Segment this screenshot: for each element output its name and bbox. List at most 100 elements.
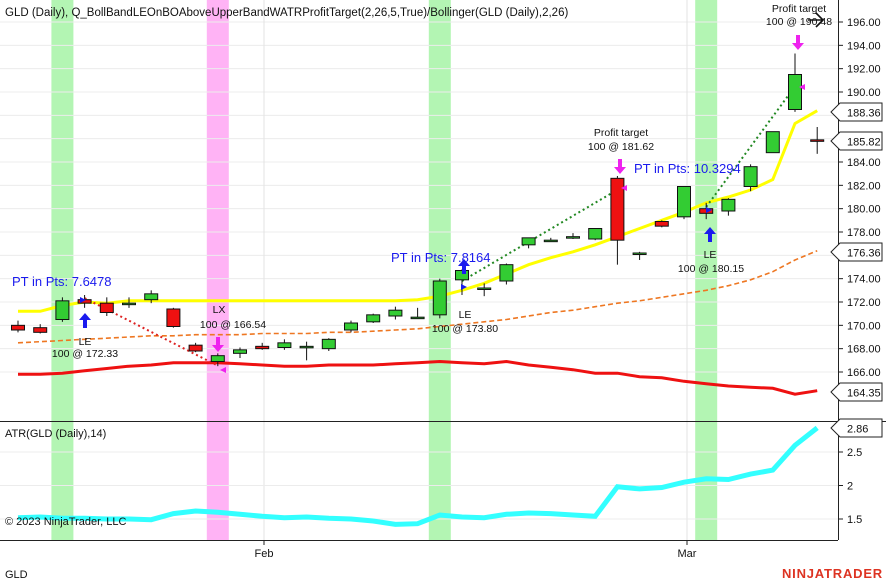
highlight-bar-0 xyxy=(51,0,74,540)
svg-text:2.86: 2.86 xyxy=(847,424,868,436)
price-tick-label: 174.00 xyxy=(847,274,881,286)
candle-body xyxy=(99,302,114,313)
candle-25 xyxy=(566,233,580,239)
price-tick-label: 194.00 xyxy=(847,40,881,52)
price-tick-label: 196.00 xyxy=(847,17,881,29)
candlestick-series[interactable] xyxy=(11,53,825,367)
le2-fill: 100 @ 173.80 xyxy=(432,323,498,335)
pt1-down-arrow-icon xyxy=(614,159,626,174)
price-tick-label: 184.00 xyxy=(847,157,881,169)
highlight-layer xyxy=(51,0,718,540)
candle-5 xyxy=(122,297,136,308)
badge-atr: 2.86 xyxy=(830,418,883,438)
candle-body xyxy=(610,177,625,241)
candle-15 xyxy=(344,320,358,333)
candle-14 xyxy=(321,338,336,351)
candle-body xyxy=(788,74,802,110)
pt2-label: Profit target xyxy=(772,3,826,15)
candle-body xyxy=(388,309,403,317)
candle-16 xyxy=(366,313,381,323)
candle-body xyxy=(588,228,603,240)
candle-12 xyxy=(277,339,292,350)
candle-body xyxy=(521,237,536,246)
candle-33 xyxy=(743,164,758,192)
candle-26 xyxy=(588,228,603,241)
atr-line xyxy=(17,425,819,527)
candle-body xyxy=(233,349,247,354)
candle-body xyxy=(122,302,136,306)
price-tick-label: 166.00 xyxy=(847,367,881,379)
candle-body xyxy=(810,139,825,142)
chart-title: GLD (Daily), Q_BollBandLEOnBOAboveUpperB… xyxy=(5,7,568,19)
candle-29 xyxy=(654,220,669,228)
pt-label-1: PT in Pts: 7.6478 xyxy=(12,274,112,289)
pt2-fill: 100 @ 190.48 xyxy=(766,16,832,28)
entry-tick-2-icon xyxy=(461,284,467,290)
atr-axis[interactable]: 2.5 2 1.5 xyxy=(838,447,862,526)
time-label-mar: Mar xyxy=(678,548,697,560)
svg-text:176.36: 176.36 xyxy=(847,248,881,260)
candle-8 xyxy=(188,342,203,353)
le3-label: LE xyxy=(704,249,717,261)
price-axis[interactable]: 196.00194.00192.00190.00188.00186.00184.… xyxy=(838,17,881,379)
candle-10 xyxy=(233,347,247,358)
candle-34 xyxy=(765,131,780,154)
candle-body xyxy=(654,221,669,227)
candle-30 xyxy=(677,186,691,220)
le2-label: LE xyxy=(459,309,472,321)
candle-body xyxy=(166,308,181,327)
candle-body xyxy=(543,239,558,243)
candle-body xyxy=(321,338,336,350)
candle-body xyxy=(210,355,225,362)
atr-tick-label: 2.5 xyxy=(847,447,862,459)
svg-text:188.36: 188.36 xyxy=(847,108,881,120)
pt1-label: Profit target xyxy=(594,127,648,139)
pt1-fill: 100 @ 181.62 xyxy=(588,141,654,153)
lower-bollinger-band xyxy=(18,359,818,396)
candle-2 xyxy=(55,297,70,322)
price-tick-label: 190.00 xyxy=(847,87,881,99)
candle-4 xyxy=(99,297,114,316)
candle-body xyxy=(765,131,780,154)
lx1-label: LX xyxy=(213,304,226,316)
price-tick-label: 168.00 xyxy=(847,344,881,356)
exit-tick-2-icon xyxy=(621,185,627,191)
badge-lower: 164.35 xyxy=(830,382,883,402)
candle-body xyxy=(432,280,447,316)
exit-tick-1-icon xyxy=(220,367,226,373)
atr-tick-label: 2 xyxy=(847,481,853,493)
candle-35 xyxy=(788,53,802,112)
highlight-bar-3 xyxy=(695,0,718,540)
candle-17 xyxy=(388,306,403,320)
candle-body xyxy=(33,327,48,333)
candle-body xyxy=(477,287,492,290)
candle-body xyxy=(344,322,358,331)
candle-21 xyxy=(477,283,492,297)
highlight-bar-1 xyxy=(206,0,229,540)
candle-body xyxy=(410,316,425,320)
highlight-bar-2 xyxy=(428,0,451,540)
candle-11 xyxy=(255,342,270,350)
candle-body xyxy=(721,198,736,212)
candle-body xyxy=(255,345,270,350)
candle-body xyxy=(743,166,758,188)
candle-32 xyxy=(721,198,736,216)
candle-28 xyxy=(632,251,647,260)
price-tick-label: 172.00 xyxy=(847,297,881,309)
candle-body xyxy=(366,314,381,323)
le1-label: LE xyxy=(79,336,92,348)
scroll-end-arrow-icon[interactable] xyxy=(808,12,825,28)
candle-body xyxy=(299,345,314,349)
lx1-down-arrow-icon xyxy=(212,337,224,352)
exit-tick-3-icon xyxy=(799,84,805,90)
atr-panel-title: ATR(GLD (Daily),14) xyxy=(5,428,106,440)
price-tick-label: 170.00 xyxy=(847,320,881,332)
candle-body xyxy=(632,252,647,255)
candle-7 xyxy=(166,307,181,328)
candle-1 xyxy=(33,324,48,334)
candle-9 xyxy=(210,353,225,367)
middle-bollinger-band xyxy=(17,249,818,344)
candle-22 xyxy=(499,263,514,285)
candle-body xyxy=(55,300,70,321)
